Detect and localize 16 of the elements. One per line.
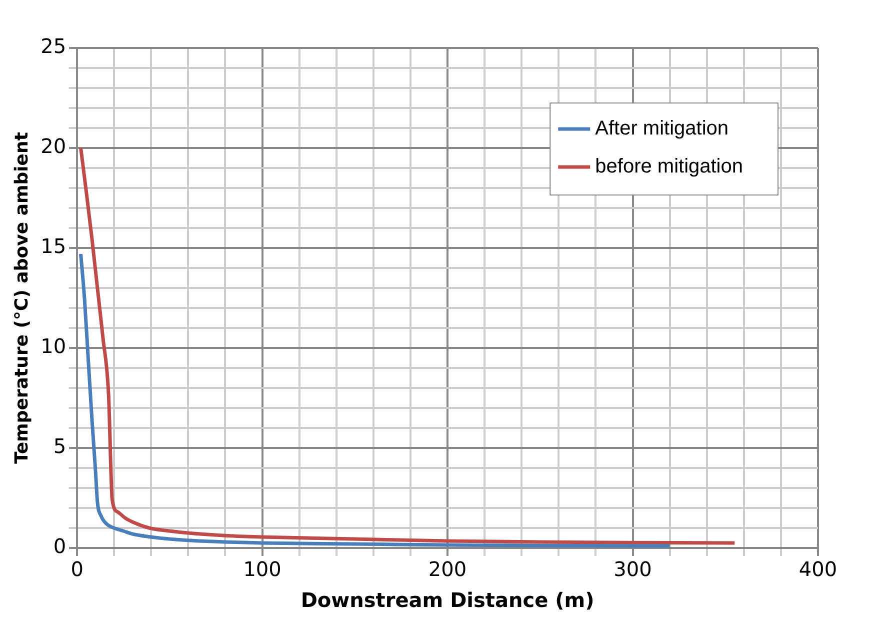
x-tick-label: 400 xyxy=(798,557,838,582)
line-series xyxy=(79,252,672,548)
x-axis-title: Downstream Distance (m) xyxy=(300,588,594,612)
x-tick-label: 200 xyxy=(428,557,467,582)
y-tick-label: 20 xyxy=(40,134,66,158)
y-tick-label: 15 xyxy=(40,234,66,258)
y-axis-title: Temperature (°C) above ambient xyxy=(11,132,32,464)
y-tick-label: 10 xyxy=(40,334,66,358)
y-tick-label: 5 xyxy=(53,434,66,458)
legend-label: before mitigation xyxy=(595,156,744,178)
x-tick-label: 0 xyxy=(70,557,84,582)
y-tick-label: 0 xyxy=(53,534,66,558)
x-tick-label: 100 xyxy=(243,557,282,582)
y-tick-label: 25 xyxy=(40,34,66,58)
legend-label: After mitigation xyxy=(595,118,729,140)
x-tick-label: 300 xyxy=(614,557,652,582)
